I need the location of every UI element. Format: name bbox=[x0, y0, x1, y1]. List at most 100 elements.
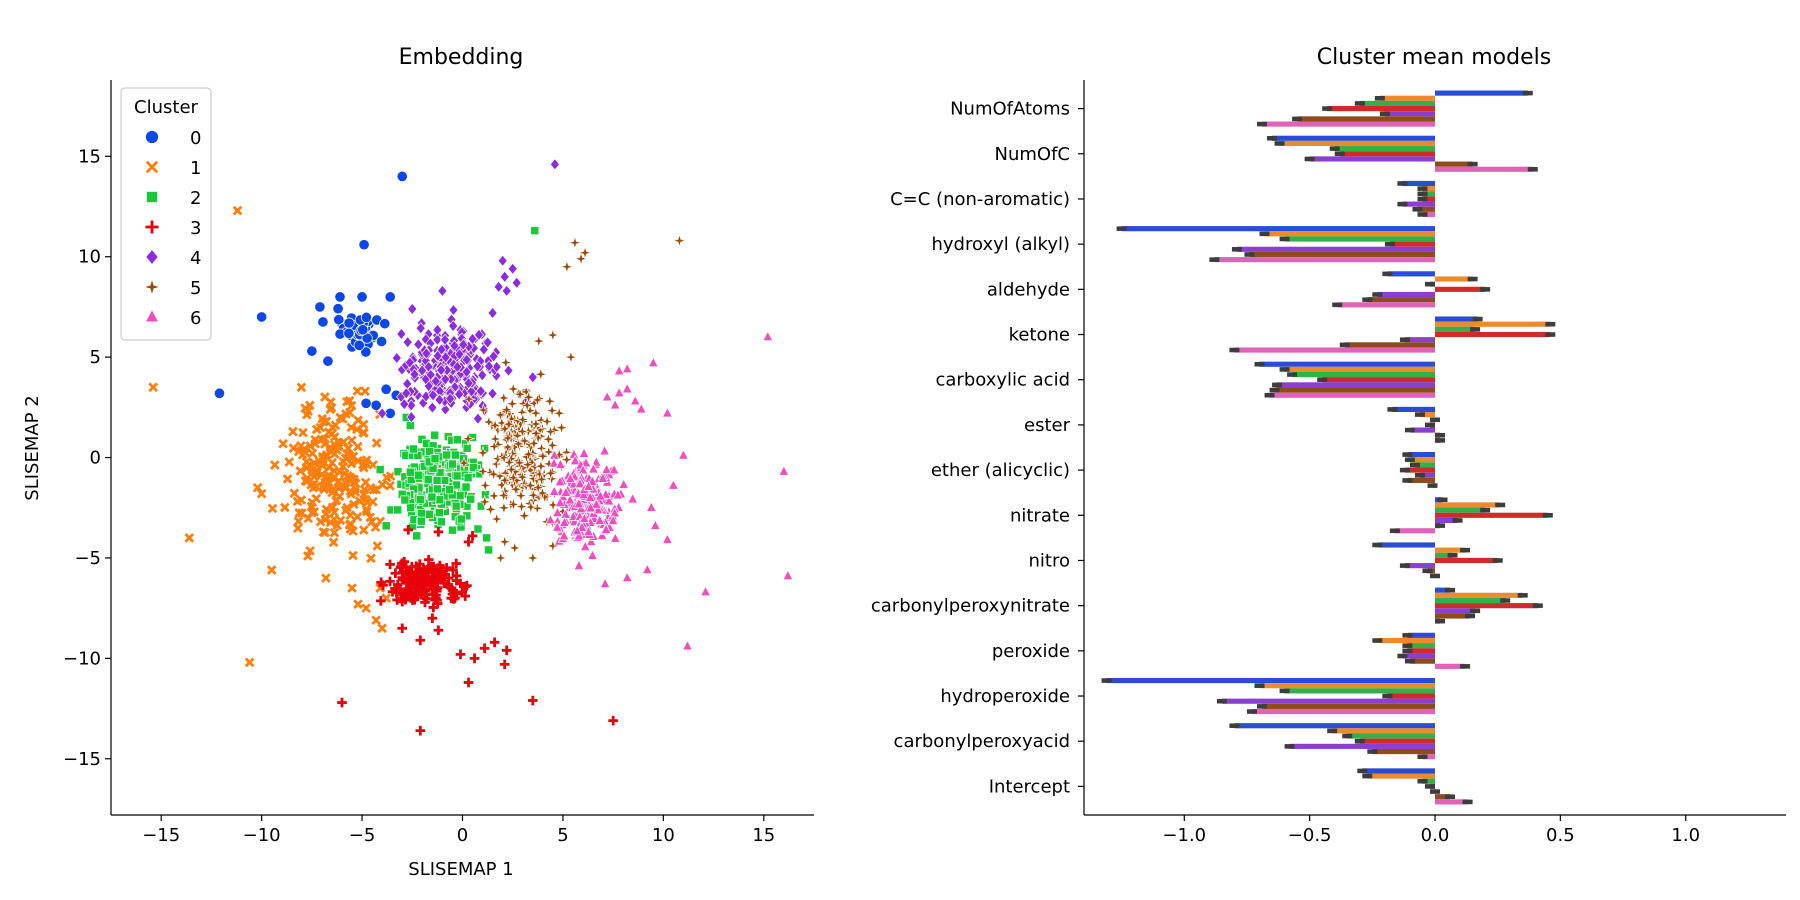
cluster-5-point bbox=[487, 418, 503, 433]
cluster-5-point bbox=[577, 245, 593, 260]
cluster-5-point bbox=[672, 233, 687, 248]
bar-x-tick-label: 1.0 bbox=[1671, 825, 1700, 846]
cluster-5-point bbox=[530, 392, 545, 408]
cluster-4-point bbox=[413, 338, 424, 351]
category-group bbox=[1116, 226, 1435, 263]
cluster-1-point bbox=[295, 466, 306, 476]
cluster-1-point bbox=[352, 512, 363, 522]
cluster-1-point bbox=[346, 458, 357, 469]
bar-cluster-2 bbox=[1435, 597, 1506, 604]
cluster-1-point bbox=[302, 462, 312, 473]
cluster-2-point bbox=[405, 420, 415, 430]
category-group bbox=[1397, 180, 1435, 218]
bar-cluster-0 bbox=[1392, 406, 1435, 412]
category-label: carbonylperoxynitrate bbox=[871, 596, 1070, 617]
cluster-1-point bbox=[294, 508, 305, 518]
cluster-1-point bbox=[278, 438, 288, 449]
cluster-3-point bbox=[385, 559, 395, 570]
bar-x-tick-label: −0.5 bbox=[1288, 825, 1332, 846]
cluster-2-point bbox=[430, 454, 440, 464]
bar-cluster-1 bbox=[1377, 637, 1435, 644]
cluster-5-point bbox=[489, 456, 504, 472]
legend-marker-0 bbox=[145, 130, 159, 144]
cluster-1-point bbox=[362, 506, 372, 517]
bar-cluster-4 bbox=[1404, 563, 1435, 569]
cluster-0-point bbox=[358, 239, 370, 251]
cluster-4-point bbox=[436, 363, 447, 377]
cluster-4-point bbox=[454, 348, 465, 361]
cluster-1-point bbox=[334, 467, 345, 478]
bar-cluster-1 bbox=[1422, 186, 1435, 192]
cluster-1-point bbox=[309, 507, 320, 517]
cluster-5-point bbox=[456, 455, 472, 471]
cluster-6-point bbox=[595, 490, 606, 501]
cluster-1-point bbox=[297, 508, 307, 518]
scatter-points bbox=[148, 158, 794, 736]
category-label: ester bbox=[1024, 415, 1071, 436]
cluster-5-point bbox=[530, 480, 546, 495]
cluster-2-point bbox=[452, 471, 462, 481]
cluster-4-point bbox=[427, 389, 439, 402]
cluster-6-point bbox=[618, 478, 630, 489]
cluster-5-point bbox=[544, 471, 559, 487]
cluster-5-point bbox=[514, 499, 529, 514]
cluster-0-point bbox=[384, 291, 396, 303]
cluster-3-point bbox=[467, 531, 478, 541]
bar-x-tick-label: 0.5 bbox=[1546, 825, 1575, 846]
category-label: peroxide bbox=[992, 641, 1070, 662]
bar-cluster-3 bbox=[1339, 151, 1435, 157]
bar-cluster-4 bbox=[1289, 743, 1435, 749]
cluster-4-point bbox=[454, 388, 465, 401]
cluster-2-point bbox=[432, 475, 442, 485]
cluster-2-point bbox=[436, 517, 446, 527]
cluster-6-point bbox=[609, 532, 621, 543]
cluster-4-point bbox=[472, 412, 483, 425]
cluster-2-point bbox=[440, 476, 450, 485]
bar-cluster-5 bbox=[1435, 613, 1471, 619]
bar-cluster-1 bbox=[1332, 728, 1435, 734]
cluster-4-point bbox=[440, 373, 451, 386]
cluster-1-point bbox=[321, 504, 332, 515]
cluster-5-point bbox=[489, 511, 505, 527]
cluster-6-point bbox=[629, 395, 641, 406]
bar-cluster-1 bbox=[1435, 502, 1501, 508]
bar-cluster-1 bbox=[1279, 140, 1435, 147]
cluster-3-point bbox=[427, 613, 438, 623]
cluster-6-points bbox=[545, 330, 794, 651]
bar-cluster-1 bbox=[1419, 411, 1435, 418]
category-label: aldehyde bbox=[987, 279, 1070, 300]
cluster-4-point bbox=[401, 387, 412, 400]
cluster-4-point bbox=[458, 338, 469, 351]
cluster-6-point bbox=[612, 489, 624, 500]
legend-marker-5 bbox=[142, 277, 162, 297]
cluster-1-point bbox=[244, 657, 255, 668]
cluster-1-point bbox=[352, 424, 362, 435]
cluster-1-point bbox=[320, 392, 330, 402]
x-tick-label: 0 bbox=[457, 825, 468, 846]
cluster-6-point bbox=[584, 491, 596, 502]
bar-cluster-2 bbox=[1292, 371, 1435, 378]
cluster-5-point bbox=[541, 431, 556, 447]
cluster-5-point bbox=[517, 433, 532, 449]
cluster-1-point bbox=[296, 441, 306, 451]
cluster-6-point bbox=[621, 382, 633, 394]
legend-label-3: 3 bbox=[190, 218, 201, 239]
cluster-1-point bbox=[256, 488, 267, 499]
cluster-2-point bbox=[484, 545, 494, 555]
cluster-4-point bbox=[427, 401, 438, 414]
cluster-3-point bbox=[501, 645, 512, 656]
cluster-0-point bbox=[343, 327, 355, 339]
cluster-5-point bbox=[486, 488, 502, 504]
cluster-3-point bbox=[397, 572, 408, 583]
cluster-0-point bbox=[317, 316, 329, 328]
cluster-0-point bbox=[360, 397, 372, 409]
category-group bbox=[1372, 632, 1471, 669]
cluster-1-point bbox=[267, 503, 278, 514]
cluster-6-point bbox=[607, 514, 619, 525]
cluster-1-point bbox=[318, 453, 328, 464]
cluster-4-point bbox=[407, 302, 418, 316]
bar-cluster-6 bbox=[1262, 121, 1435, 127]
cluster-4-point bbox=[507, 262, 518, 275]
cluster-6-point bbox=[609, 399, 621, 410]
